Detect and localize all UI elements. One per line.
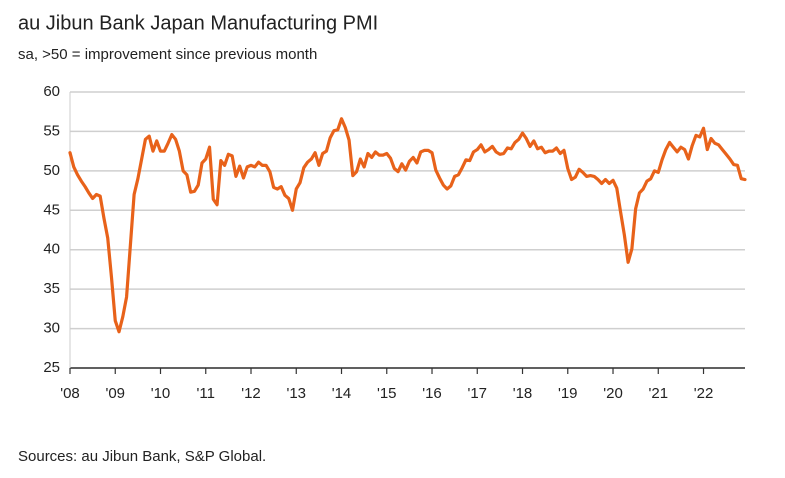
x-tick-label: '19 bbox=[558, 385, 578, 402]
y-tick-label: 35 bbox=[43, 280, 60, 297]
y-tick-label: 30 bbox=[43, 320, 60, 337]
y-tick-label: 55 bbox=[43, 122, 60, 139]
x-tick-label: '22 bbox=[694, 385, 714, 402]
x-tick-label: '17 bbox=[467, 385, 487, 402]
y-tick-label: 40 bbox=[43, 241, 60, 258]
y-tick-label: 25 bbox=[43, 359, 60, 376]
x-tick-label: '08 bbox=[60, 385, 80, 402]
source-note: Sources: au Jibun Bank, S&P Global. bbox=[18, 448, 266, 465]
chart-title: au Jibun Bank Japan Manufacturing PMI bbox=[18, 12, 378, 34]
x-tick-label: '20 bbox=[603, 385, 623, 402]
x-tick-label: '16 bbox=[422, 385, 442, 402]
x-tick-label: '15 bbox=[377, 385, 397, 402]
x-tick-label: '18 bbox=[513, 385, 533, 402]
x-tick-label: '12 bbox=[241, 385, 261, 402]
x-tick-label: '09 bbox=[105, 385, 125, 402]
y-tick-label: 60 bbox=[43, 83, 60, 100]
x-tick-label: '11 bbox=[197, 385, 215, 402]
x-tick-label: '14 bbox=[332, 385, 352, 402]
y-tick-label: 45 bbox=[43, 201, 60, 218]
chart-subtitle: sa, >50 = improvement since previous mon… bbox=[18, 46, 317, 63]
x-tick-label: '10 bbox=[151, 385, 171, 402]
x-tick-label: '21 bbox=[648, 385, 668, 402]
data-line bbox=[68, 117, 747, 334]
x-tick-label: '13 bbox=[286, 385, 306, 402]
y-tick-label: 50 bbox=[43, 162, 60, 179]
